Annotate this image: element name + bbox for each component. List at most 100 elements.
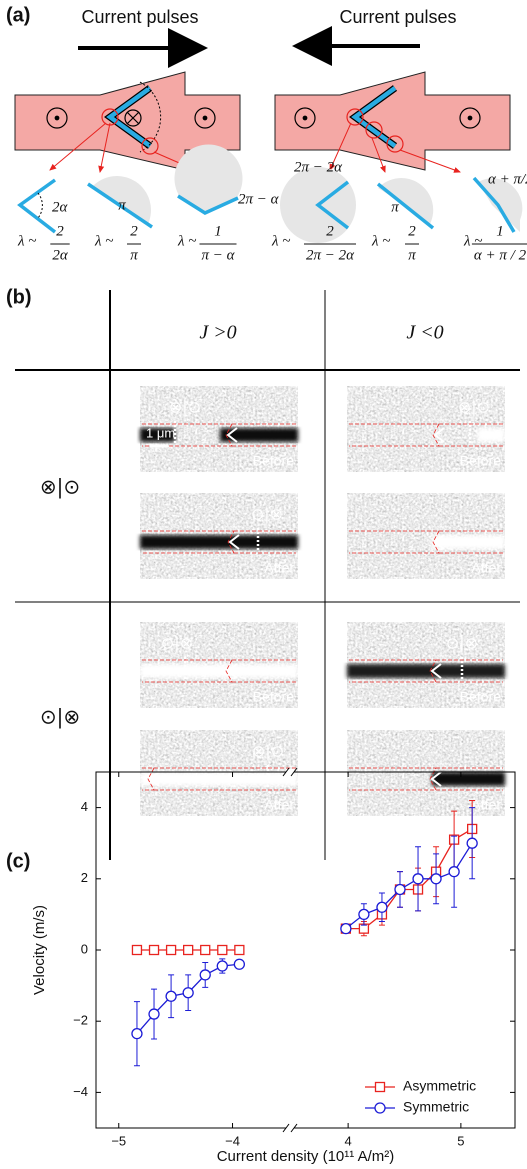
- x-tick-label: −5: [111, 1133, 126, 1148]
- point: [234, 944, 245, 956]
- point: [165, 944, 177, 956]
- chevron: [433, 534, 445, 550]
- angle-label: 2α: [52, 199, 69, 215]
- stripe: [432, 772, 505, 786]
- legend-entry: Symmetric: [365, 1099, 469, 1115]
- wall-shape: [315, 180, 350, 230]
- lambda: λ ~: [463, 233, 482, 249]
- table: J >0 J <0 ⊗|⊙ ⊙|⊗ ⊗|⊙ 1 μm Before ⊙|⊗ After ⊗|⊙ Be…: [40, 322, 505, 816]
- x-tick-label: −4: [225, 1133, 240, 1148]
- domain-tag: ⊗|⊙: [252, 742, 284, 761]
- state-label: After: [264, 560, 294, 576]
- stripe: [140, 664, 298, 678]
- axis-break-gap: [286, 1125, 294, 1131]
- wall-shape: [17, 178, 57, 234]
- state-label: Before: [253, 689, 294, 705]
- legend-marker: [374, 1081, 386, 1093]
- point: [148, 1008, 160, 1020]
- chevron: [226, 427, 238, 443]
- denominator: π − α: [201, 247, 235, 263]
- legend-label: Asymmetric: [403, 1078, 476, 1094]
- wall-shape: [177, 194, 239, 215]
- highlight-circles: [101, 108, 404, 155]
- panel-label: (a): [6, 4, 30, 26]
- denominator: π: [130, 247, 138, 263]
- axis-break-gap: [286, 769, 294, 775]
- chevron: [148, 771, 160, 787]
- point: [200, 944, 211, 956]
- angle-arc: [37, 192, 43, 219]
- domain-tag: ⊗|⊙: [458, 398, 490, 417]
- micrograph: ⊗|⊙ 1 μm Before: [140, 386, 298, 472]
- panel-label: (b): [6, 286, 32, 308]
- point: [466, 837, 478, 849]
- stripe: [432, 535, 505, 549]
- point: [412, 873, 424, 885]
- micrograph: After: [347, 493, 505, 579]
- micrograph: ⊗|⊙ After: [140, 730, 298, 816]
- row-header: ⊗|⊙: [40, 475, 80, 499]
- panel-label: (c): [6, 850, 30, 872]
- point: [199, 969, 211, 981]
- numerator: 2: [130, 223, 138, 239]
- stripe: [140, 428, 175, 442]
- numerator: 2: [408, 223, 416, 239]
- point: [165, 990, 177, 1002]
- micrograph: ⊙|⊗ After: [140, 493, 298, 579]
- axis-break: [282, 767, 290, 777]
- angle-label: 2π − 2α: [294, 159, 343, 175]
- column-header: J >0: [199, 322, 236, 344]
- axis-break: [290, 767, 298, 777]
- y-tick-label: 4: [81, 799, 88, 814]
- chevron: [228, 534, 240, 550]
- micrograph: After: [347, 730, 505, 816]
- state-label: After: [264, 797, 294, 813]
- state-label: After: [471, 560, 501, 576]
- chevron: [430, 771, 442, 787]
- micrograph: ⊙|⊗ Before: [140, 622, 298, 708]
- arrow-label: Current pulses: [81, 7, 198, 27]
- stripe: [140, 535, 298, 549]
- legend-entry: Asymmetric: [365, 1078, 476, 1094]
- wall-shape: [87, 182, 153, 229]
- stripe: [220, 428, 298, 442]
- angle-sector: [174, 144, 243, 212]
- y-axis-title: Velocity (m/s): [31, 905, 48, 995]
- point: [216, 960, 228, 972]
- denominator: α + π / 2: [474, 247, 527, 263]
- angle-label: π: [391, 199, 399, 215]
- point: [376, 901, 388, 913]
- stripe: [140, 772, 298, 786]
- state-label: After: [471, 797, 501, 813]
- devices: [14, 71, 511, 173]
- point: [448, 866, 460, 878]
- angle-sector: [478, 178, 523, 232]
- scale-label: 1 μm: [146, 425, 175, 440]
- denominator: 2π − 2α: [306, 247, 355, 263]
- arrow-label: Current pulses: [339, 7, 456, 27]
- point: [131, 944, 143, 956]
- numerator: 1: [496, 223, 504, 239]
- y-tick-label: 2: [81, 870, 88, 885]
- point: [183, 944, 194, 956]
- chevron: [433, 427, 445, 443]
- point: [358, 908, 370, 921]
- outline: [142, 659, 233, 683]
- column-header: J <0: [406, 322, 443, 344]
- y-tick-label: −2: [73, 1013, 88, 1028]
- legend-label: Symmetric: [403, 1099, 469, 1115]
- angle-sector: [92, 176, 151, 224]
- series: [131, 799, 478, 956]
- x-tick-label: 5: [457, 1133, 464, 1148]
- wall-shape: [376, 182, 435, 230]
- outline: [349, 659, 437, 683]
- outline: [142, 530, 235, 554]
- micrograph: ⊗|⊙ Before: [347, 386, 505, 472]
- y-tick-label: −4: [73, 1084, 88, 1099]
- device: [14, 71, 241, 171]
- point: [340, 922, 352, 935]
- angle-label: 2π − α: [238, 191, 280, 207]
- axis-break: [282, 1123, 290, 1133]
- state-label: Before: [460, 689, 501, 705]
